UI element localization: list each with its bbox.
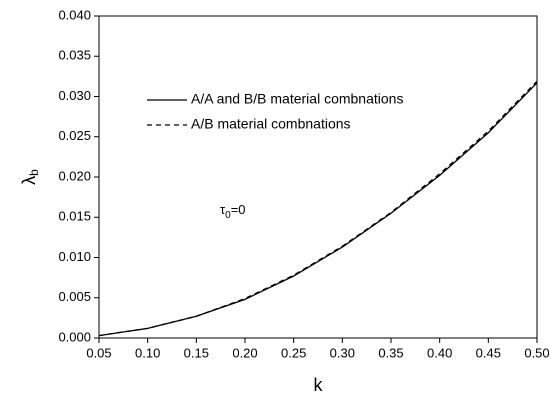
- x-tick-label: 0.50: [524, 345, 549, 360]
- legend-label: A/B material combnations: [191, 116, 351, 132]
- x-tick-label: 0.30: [330, 345, 355, 360]
- series-line: [98, 80, 538, 337]
- y-label-symbol: λ: [19, 176, 39, 185]
- x-tick-label: 0.10: [135, 345, 160, 360]
- x-axis-label: k: [314, 375, 324, 395]
- y-label-subscript: b: [27, 169, 41, 176]
- y-tick-label: 0.000: [58, 329, 91, 344]
- x-tick-label: 0.40: [427, 345, 452, 360]
- x-tick-label: 0.25: [281, 345, 306, 360]
- y-tick-label: 0.015: [58, 209, 91, 224]
- y-axis-label: λb: [19, 169, 41, 185]
- legend-label: A/A and B/B material combnations: [191, 91, 403, 107]
- y-tick-label: 0.040: [58, 7, 91, 22]
- x-tick-label: 0.20: [232, 345, 257, 360]
- x-tick-label: 0.05: [86, 345, 111, 360]
- y-tick-label: 0.035: [58, 48, 91, 63]
- annotation: τ0=0: [220, 202, 246, 220]
- y-tick-label: 0.010: [58, 249, 91, 264]
- annotation-symbol: τ: [220, 202, 226, 217]
- plot-frame: [98, 15, 538, 339]
- x-tick-label: 0.15: [184, 345, 209, 360]
- annotation-text: =0: [231, 202, 246, 217]
- x-tick-label: 0.45: [476, 345, 501, 360]
- y-tick-label: 0.020: [58, 168, 91, 183]
- y-tick-label: 0.005: [58, 289, 91, 304]
- annotation-subscript: 0: [225, 210, 231, 221]
- y-tick-label: 0.030: [58, 88, 91, 103]
- y-tick-label: 0.025: [58, 128, 91, 143]
- x-tick-label: 0.35: [378, 345, 403, 360]
